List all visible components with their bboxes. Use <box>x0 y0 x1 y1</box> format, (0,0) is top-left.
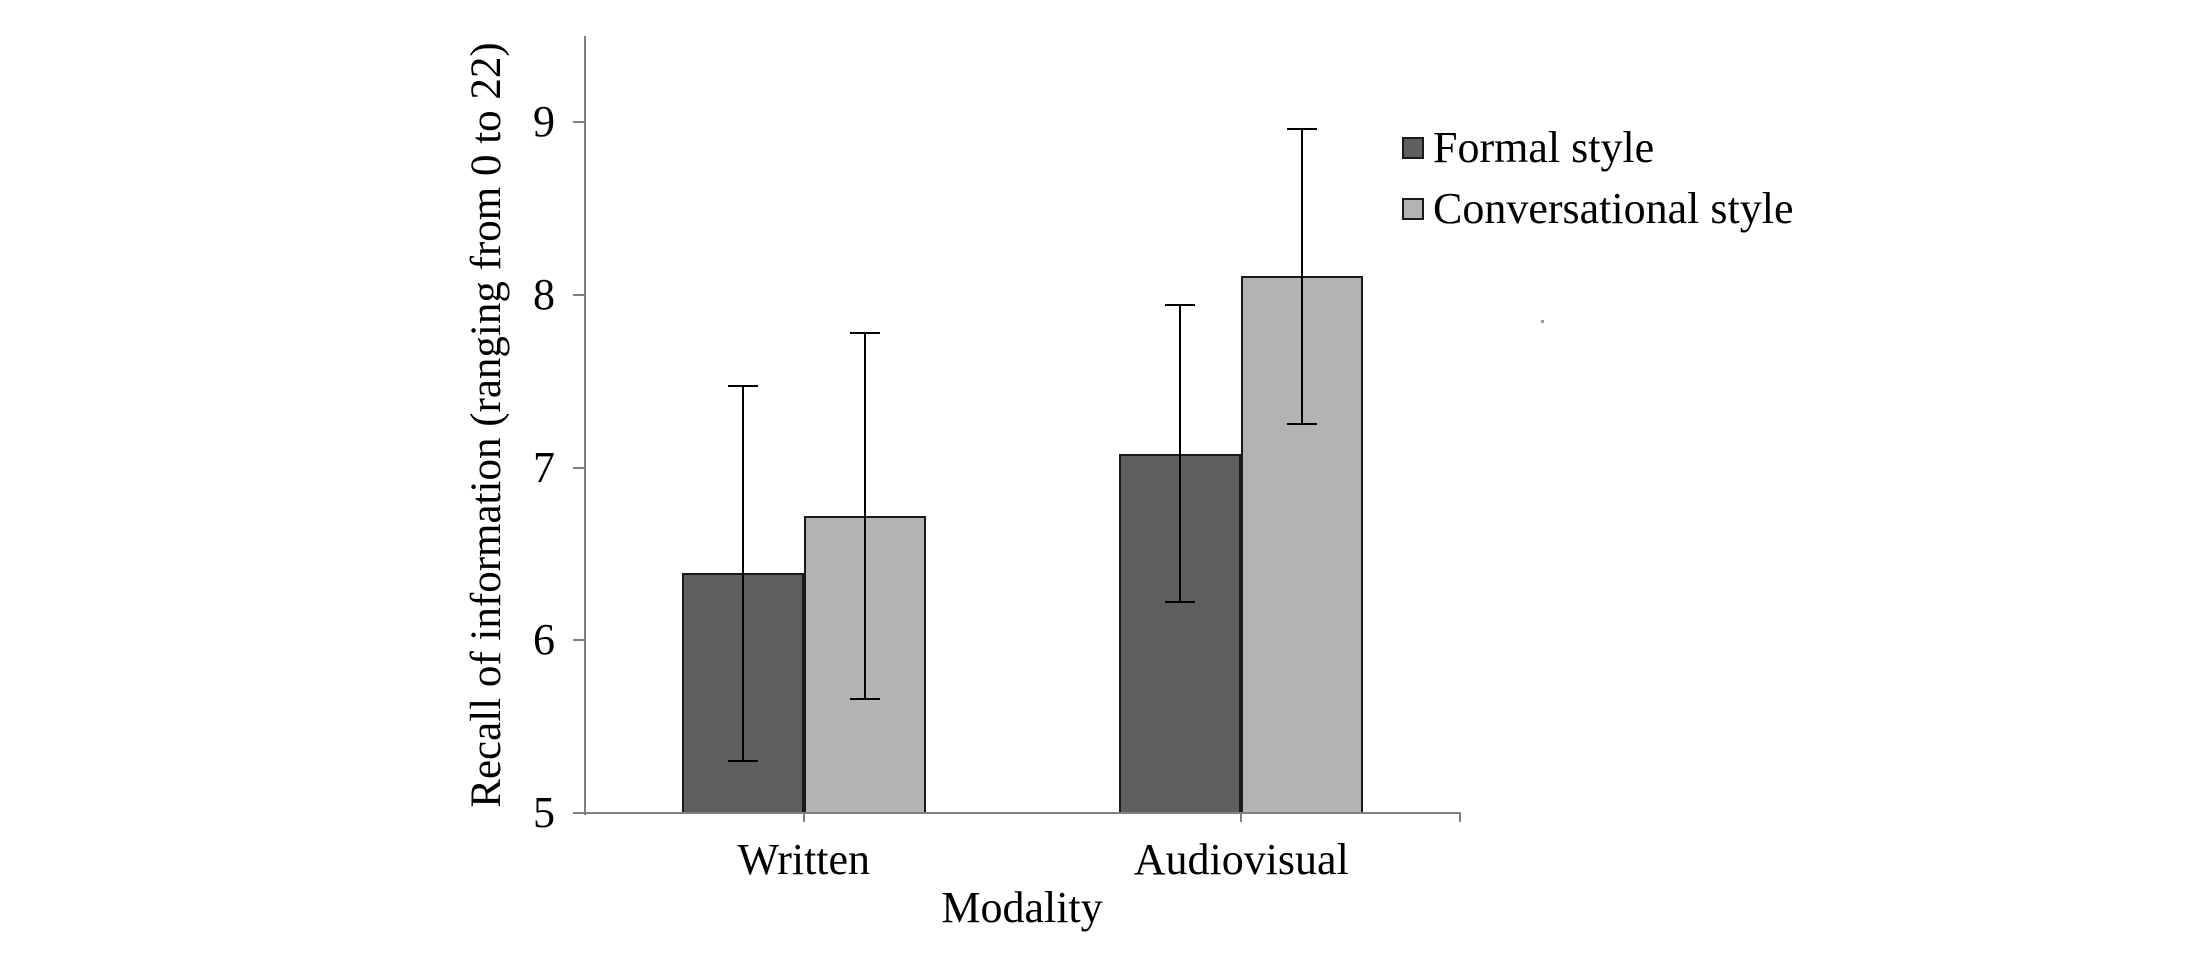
y-tick-label: 5 <box>533 788 555 837</box>
legend: Formal style Conversational style <box>1402 126 1794 231</box>
legend-swatch-icon <box>1402 198 1424 220</box>
y-axis-line <box>584 36 586 815</box>
legend-item: Conversational style <box>1402 187 1794 231</box>
artifact-dot <box>1541 320 1544 323</box>
legend-label: Conversational style <box>1433 184 1794 233</box>
category-label: Audiovisual <box>1133 835 1349 884</box>
y-axis-title: Recall of information (ranging from 0 to… <box>463 42 510 808</box>
error-bar-line <box>863 333 866 699</box>
x-axis-title: Modality <box>941 883 1103 932</box>
x-tick <box>1459 814 1461 822</box>
x-tick <box>802 814 805 822</box>
y-tick-label: 8 <box>533 270 555 319</box>
y-tick <box>573 812 584 814</box>
error-bar-cap-bottom <box>1165 601 1196 603</box>
error-bar-cap-bottom <box>1287 423 1318 425</box>
error-bar-line <box>1301 129 1304 424</box>
x-tick <box>1240 814 1243 822</box>
y-tick <box>573 639 584 641</box>
y-tick-label: 7 <box>533 443 555 492</box>
legend-label: Formal style <box>1433 123 1655 172</box>
category-label: Written <box>737 835 871 884</box>
error-bar-cap-bottom <box>727 760 758 762</box>
y-tick-label: 9 <box>533 97 555 146</box>
y-tick <box>573 467 584 469</box>
error-bar-cap-top <box>727 385 758 387</box>
y-tick <box>573 294 584 296</box>
error-bar-line <box>741 386 744 761</box>
error-bar-line <box>1179 305 1182 602</box>
error-bar-cap-top <box>1287 128 1318 130</box>
error-bar-cap-top <box>849 332 880 334</box>
y-tick <box>573 121 584 123</box>
error-bar-cap-top <box>1165 304 1196 306</box>
x-axis-line <box>584 812 1461 814</box>
y-tick-label: 6 <box>533 615 555 664</box>
legend-swatch-icon <box>1402 137 1424 159</box>
error-bar-cap-bottom <box>849 698 880 700</box>
legend-item: Formal style <box>1402 126 1794 170</box>
